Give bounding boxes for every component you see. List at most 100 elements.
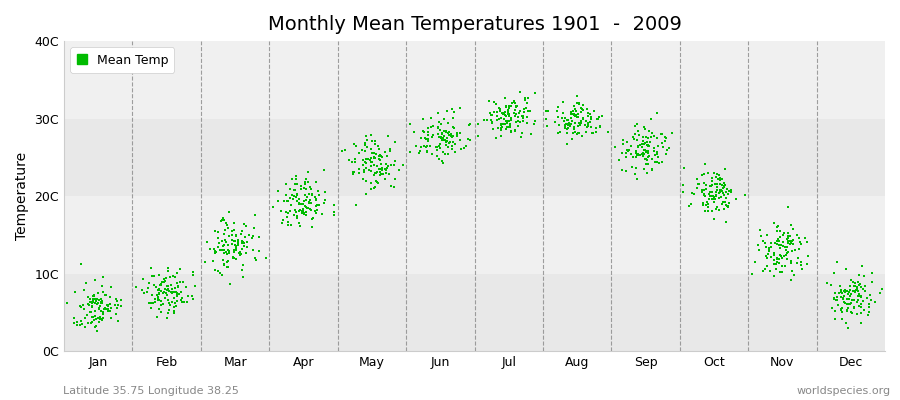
Point xyxy=(707,181,722,187)
Point xyxy=(163,302,177,309)
Point xyxy=(237,242,251,249)
Point xyxy=(83,308,97,315)
Point xyxy=(439,128,454,134)
Point xyxy=(484,119,499,126)
Point xyxy=(219,239,233,245)
Point xyxy=(374,171,388,178)
Point xyxy=(847,288,861,294)
Point xyxy=(142,280,157,286)
Point xyxy=(358,178,373,184)
Point xyxy=(494,124,508,130)
Point xyxy=(761,250,776,257)
Point xyxy=(445,106,459,112)
Point xyxy=(761,247,776,253)
Point xyxy=(446,109,461,116)
Point xyxy=(778,263,792,269)
Point xyxy=(757,266,771,272)
Point xyxy=(593,123,608,130)
Point xyxy=(162,299,176,306)
Point xyxy=(528,118,543,124)
Point xyxy=(501,112,516,119)
Point xyxy=(659,135,673,142)
Point xyxy=(283,208,297,214)
Point xyxy=(347,156,362,162)
Point xyxy=(236,261,250,268)
Point xyxy=(716,190,730,196)
Point xyxy=(784,238,798,244)
Point xyxy=(299,209,313,215)
Point xyxy=(717,184,732,190)
Point xyxy=(645,166,660,172)
Point xyxy=(157,279,171,285)
Point xyxy=(380,153,394,159)
Point xyxy=(436,135,450,141)
Point xyxy=(375,171,390,177)
Point xyxy=(690,181,705,188)
Point xyxy=(90,296,104,302)
Point xyxy=(220,242,235,248)
Point xyxy=(840,301,854,307)
Point xyxy=(714,194,728,201)
Point xyxy=(94,317,109,323)
Point xyxy=(287,212,302,219)
Point xyxy=(713,187,727,194)
Point xyxy=(706,195,721,202)
Point xyxy=(95,314,110,321)
Point xyxy=(494,121,508,128)
Point xyxy=(801,252,815,259)
Point xyxy=(216,214,230,221)
Point xyxy=(81,294,95,301)
Point xyxy=(834,309,849,316)
Point xyxy=(600,129,615,135)
Point xyxy=(280,198,294,204)
Point xyxy=(446,124,461,131)
Point xyxy=(382,171,396,177)
Point xyxy=(558,125,572,131)
Point xyxy=(722,188,736,194)
Point xyxy=(575,114,590,121)
Point xyxy=(169,293,184,299)
Point xyxy=(841,290,855,297)
Point xyxy=(761,248,776,254)
Point xyxy=(387,176,401,182)
Point xyxy=(850,279,865,285)
Point xyxy=(366,150,381,156)
Point xyxy=(86,299,100,305)
Point xyxy=(654,159,669,166)
Point xyxy=(114,296,129,303)
Point xyxy=(551,104,565,110)
Point xyxy=(633,142,647,148)
Point xyxy=(760,254,775,261)
Point xyxy=(828,316,842,322)
Point xyxy=(572,130,586,136)
Point xyxy=(850,284,864,290)
Point xyxy=(220,250,234,257)
Point xyxy=(87,313,102,320)
Point xyxy=(91,290,105,296)
Point xyxy=(173,266,187,272)
Point xyxy=(158,278,172,284)
Point xyxy=(511,118,526,124)
Point xyxy=(370,162,384,169)
Point xyxy=(659,151,673,158)
Point xyxy=(431,110,446,116)
Point xyxy=(858,283,872,290)
Point xyxy=(718,219,733,225)
Point xyxy=(85,304,99,310)
Point xyxy=(360,144,374,150)
Point xyxy=(101,301,115,308)
Point xyxy=(296,201,310,208)
Point xyxy=(279,192,293,198)
Point xyxy=(225,232,239,238)
Point xyxy=(790,260,805,266)
Point xyxy=(368,138,382,144)
Point xyxy=(781,248,796,255)
Point xyxy=(432,156,446,162)
Point xyxy=(655,131,670,138)
Point xyxy=(302,200,316,207)
Point xyxy=(309,210,323,216)
Point xyxy=(834,294,849,300)
Point xyxy=(770,238,784,244)
Point xyxy=(493,108,508,114)
Point xyxy=(229,247,243,253)
